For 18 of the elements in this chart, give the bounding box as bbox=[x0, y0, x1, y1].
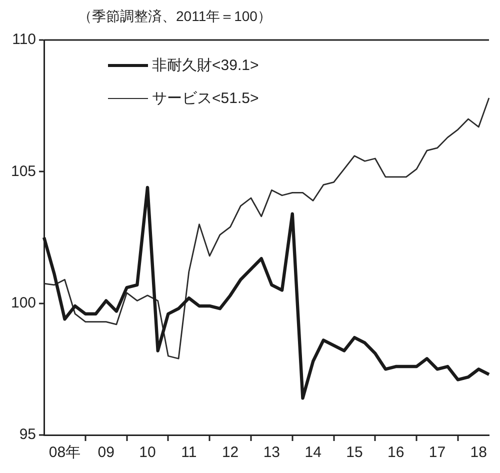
legend-label: 非耐久財<39.1> bbox=[152, 56, 259, 75]
x-tick-label: 15 bbox=[346, 444, 363, 462]
x-tick-label: 13 bbox=[263, 444, 280, 462]
x-tick-label: 17 bbox=[428, 444, 446, 462]
x-tick-label: 14 bbox=[304, 444, 322, 462]
x-tick-label: 09 bbox=[98, 444, 114, 462]
x-tick-label: 11 bbox=[181, 444, 197, 462]
x-tick-label: 18 bbox=[470, 444, 487, 462]
y-tick-label: 95 bbox=[19, 426, 36, 444]
y-tick-label: 105 bbox=[10, 162, 36, 180]
x-tick-label: 12 bbox=[222, 444, 239, 462]
y-tick-label: 100 bbox=[10, 294, 36, 312]
x-tick-label: 08年 bbox=[48, 444, 81, 462]
x-tick-label: 10 bbox=[139, 444, 156, 462]
chart-subtitle: （季節調整済、2011年＝100） bbox=[78, 8, 272, 26]
legend-label: サービス<51.5> bbox=[152, 89, 259, 108]
x-tick-label: 16 bbox=[388, 444, 404, 462]
y-tick-label: 110 bbox=[12, 31, 36, 48]
